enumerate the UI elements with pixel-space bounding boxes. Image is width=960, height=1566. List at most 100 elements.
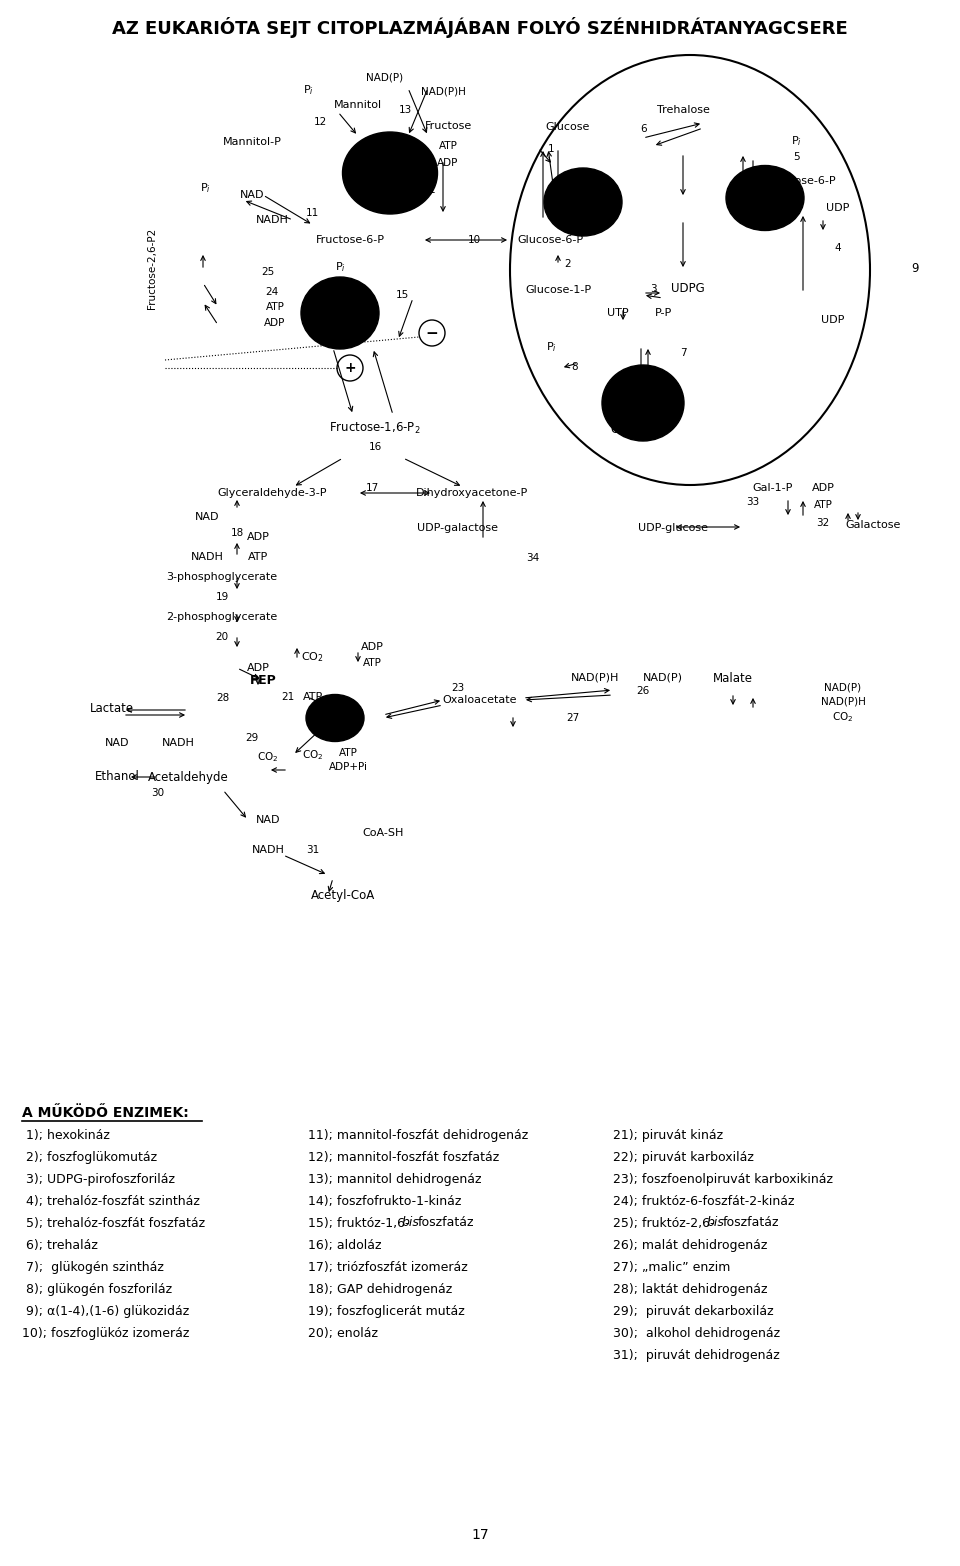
Text: NAD(P)H: NAD(P)H bbox=[821, 697, 865, 706]
Text: Lactate: Lactate bbox=[90, 702, 134, 714]
Text: foszfatáz: foszfatáz bbox=[723, 1217, 780, 1229]
Text: 2); foszfoglükomutáz: 2); foszfoglükomutáz bbox=[22, 1151, 157, 1164]
Text: CO$_2$: CO$_2$ bbox=[302, 749, 324, 763]
Text: NAD(P): NAD(P) bbox=[367, 72, 403, 81]
Text: 27); „malic” enzim: 27); „malic” enzim bbox=[613, 1261, 731, 1273]
Text: Glucose-6-P: Glucose-6-P bbox=[516, 235, 583, 244]
Text: CO$_2$: CO$_2$ bbox=[300, 650, 324, 664]
Text: P$_i$: P$_i$ bbox=[200, 182, 210, 194]
Text: Glycogen: Glycogen bbox=[611, 423, 665, 437]
Text: 4: 4 bbox=[834, 243, 841, 254]
Text: NAD: NAD bbox=[105, 738, 130, 749]
Text: 25: 25 bbox=[261, 266, 275, 277]
Text: 21: 21 bbox=[281, 692, 295, 702]
Text: NAD(P)H: NAD(P)H bbox=[420, 86, 466, 96]
Text: 18: 18 bbox=[230, 528, 244, 539]
Text: 12); mannitol-foszfát foszfatáz: 12); mannitol-foszfát foszfatáz bbox=[308, 1151, 499, 1164]
Text: 21); piruvát kináz: 21); piruvát kináz bbox=[613, 1129, 723, 1142]
Ellipse shape bbox=[343, 132, 438, 215]
Text: 23); foszfoenolpiruvát karboxikináz: 23); foszfoenolpiruvát karboxikináz bbox=[613, 1173, 833, 1185]
Text: P$_i$: P$_i$ bbox=[302, 83, 314, 97]
Ellipse shape bbox=[726, 166, 804, 230]
Text: Mannitol-P: Mannitol-P bbox=[223, 136, 281, 147]
Text: 31: 31 bbox=[306, 846, 320, 855]
Text: Malate: Malate bbox=[713, 672, 753, 684]
Text: 26); malát dehidrogenáz: 26); malát dehidrogenáz bbox=[613, 1239, 767, 1251]
Text: UTP: UTP bbox=[607, 309, 629, 318]
Text: Fructose: Fructose bbox=[424, 121, 471, 132]
Text: 17: 17 bbox=[471, 1528, 489, 1543]
Text: 2: 2 bbox=[564, 258, 571, 269]
Text: 10: 10 bbox=[468, 235, 481, 244]
Text: Oxaloacetate: Oxaloacetate bbox=[443, 695, 517, 705]
Text: ADP: ADP bbox=[438, 158, 459, 168]
Text: 18); GAP dehidrogenáz: 18); GAP dehidrogenáz bbox=[308, 1283, 452, 1295]
Text: 8); glükogén foszforiláz: 8); glükogén foszforiláz bbox=[22, 1283, 172, 1295]
Text: ADP+Pi: ADP+Pi bbox=[328, 763, 368, 772]
Text: 6); trehaláz: 6); trehaláz bbox=[22, 1239, 98, 1251]
Text: AZ EUKARIÓTA SEJT CITOPLAZMÁJÁBAN FOLYÓ SZÉNHIDRÁTANYAGCSERE: AZ EUKARIÓTA SEJT CITOPLAZMÁJÁBAN FOLYÓ … bbox=[112, 17, 848, 39]
Text: NADH: NADH bbox=[255, 215, 288, 226]
Text: ADP: ADP bbox=[247, 662, 270, 673]
Text: 33: 33 bbox=[746, 496, 759, 507]
Text: NAD: NAD bbox=[240, 189, 264, 200]
Text: 3: 3 bbox=[650, 283, 657, 294]
Text: 9: 9 bbox=[911, 262, 919, 274]
Text: Ethanol: Ethanol bbox=[95, 770, 139, 783]
Text: ATP: ATP bbox=[266, 302, 284, 312]
Text: 28: 28 bbox=[216, 694, 229, 703]
Text: Fructose-2,6-P2: Fructose-2,6-P2 bbox=[147, 227, 157, 309]
Text: UDPG: UDPG bbox=[671, 282, 705, 296]
Text: A MŰKÖDŐ ENZIMEK:: A MŰKÖDŐ ENZIMEK: bbox=[22, 1106, 189, 1120]
Text: NAD(P): NAD(P) bbox=[825, 683, 861, 694]
Text: ADP: ADP bbox=[361, 642, 383, 651]
Text: 25); fruktóz-2,6-: 25); fruktóz-2,6- bbox=[613, 1217, 714, 1229]
Text: 16: 16 bbox=[369, 442, 382, 453]
Text: 7);  glükogén szintház: 7); glükogén szintház bbox=[22, 1261, 164, 1273]
Text: 11); mannitol-foszfát dehidrogenáz: 11); mannitol-foszfát dehidrogenáz bbox=[308, 1129, 528, 1142]
Text: Fructose-1,6-P$_2$: Fructose-1,6-P$_2$ bbox=[329, 420, 420, 435]
Text: 30);  alkohol dehidrogenáz: 30); alkohol dehidrogenáz bbox=[613, 1326, 780, 1339]
Text: UDP: UDP bbox=[827, 204, 850, 213]
Text: 15); fruktóz-1,6-: 15); fruktóz-1,6- bbox=[308, 1217, 410, 1229]
Text: PEP: PEP bbox=[250, 675, 276, 687]
Text: 22); piruvát karboxiláz: 22); piruvát karboxiláz bbox=[613, 1151, 754, 1164]
Text: Trehalose-6-P: Trehalose-6-P bbox=[760, 175, 835, 186]
Text: 29);  piruvát dekarboxiláz: 29); piruvát dekarboxiláz bbox=[613, 1304, 774, 1317]
Text: 12: 12 bbox=[313, 117, 326, 127]
Text: +: + bbox=[345, 362, 356, 374]
Text: 13); mannitol dehidrogenáz: 13); mannitol dehidrogenáz bbox=[308, 1173, 482, 1185]
Text: ATP: ATP bbox=[813, 500, 832, 511]
Text: CoA-SH: CoA-SH bbox=[362, 828, 404, 838]
Ellipse shape bbox=[602, 365, 684, 442]
Text: 20); enoláz: 20); enoláz bbox=[308, 1326, 378, 1339]
Ellipse shape bbox=[306, 694, 364, 741]
Text: NADH: NADH bbox=[191, 551, 224, 562]
Text: ADP: ADP bbox=[247, 532, 270, 542]
Text: 34: 34 bbox=[526, 553, 540, 564]
Text: NAD(P)H: NAD(P)H bbox=[571, 673, 619, 683]
Text: 10); foszfoglükóz izomeráz: 10); foszfoglükóz izomeráz bbox=[22, 1326, 189, 1339]
Text: 5); trehalóz-foszfát foszfatáz: 5); trehalóz-foszfát foszfatáz bbox=[22, 1217, 205, 1229]
Text: 9); α(1-4),(1-6) glükozidáz: 9); α(1-4),(1-6) glükozidáz bbox=[22, 1304, 189, 1317]
Text: UDP-glucose: UDP-glucose bbox=[638, 523, 708, 532]
Text: NADH: NADH bbox=[252, 846, 284, 855]
Text: 26: 26 bbox=[636, 686, 650, 695]
Text: 4); trehalóz-foszfát szintház: 4); trehalóz-foszfát szintház bbox=[22, 1195, 200, 1207]
Text: CO$_2$: CO$_2$ bbox=[257, 750, 278, 764]
Text: 3); UDPG-pirofoszforiláz: 3); UDPG-pirofoszforiláz bbox=[22, 1173, 175, 1185]
Text: foszfatáz: foszfatáz bbox=[418, 1217, 474, 1229]
Text: 14: 14 bbox=[346, 302, 359, 312]
Text: 3-phosphoglycerate: 3-phosphoglycerate bbox=[166, 572, 277, 583]
Text: 30: 30 bbox=[152, 788, 164, 799]
Text: 13: 13 bbox=[398, 105, 412, 114]
Text: ATP: ATP bbox=[248, 551, 268, 562]
Text: ADP: ADP bbox=[264, 318, 286, 327]
Text: Glucose: Glucose bbox=[546, 122, 590, 132]
Text: 1: 1 bbox=[548, 144, 554, 153]
Text: 29: 29 bbox=[246, 733, 258, 742]
Text: 5: 5 bbox=[793, 152, 800, 161]
Text: UDP: UDP bbox=[822, 315, 845, 326]
Text: P$_i$: P$_i$ bbox=[545, 340, 557, 354]
Text: 14); foszfofrukto-1-kináz: 14); foszfofrukto-1-kináz bbox=[308, 1195, 462, 1207]
